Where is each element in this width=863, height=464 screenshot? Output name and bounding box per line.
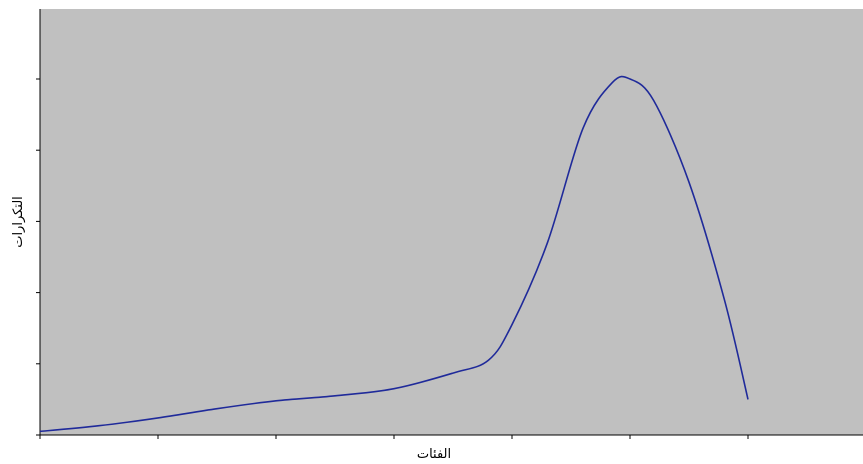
y-ticks [36, 78, 40, 436]
x-axis-label: الفئات [417, 447, 451, 462]
plot-area [40, 9, 863, 435]
x-ticks [39, 435, 749, 439]
y-axis-label: التكرارات [11, 196, 26, 248]
series-line [39, 75, 749, 433]
